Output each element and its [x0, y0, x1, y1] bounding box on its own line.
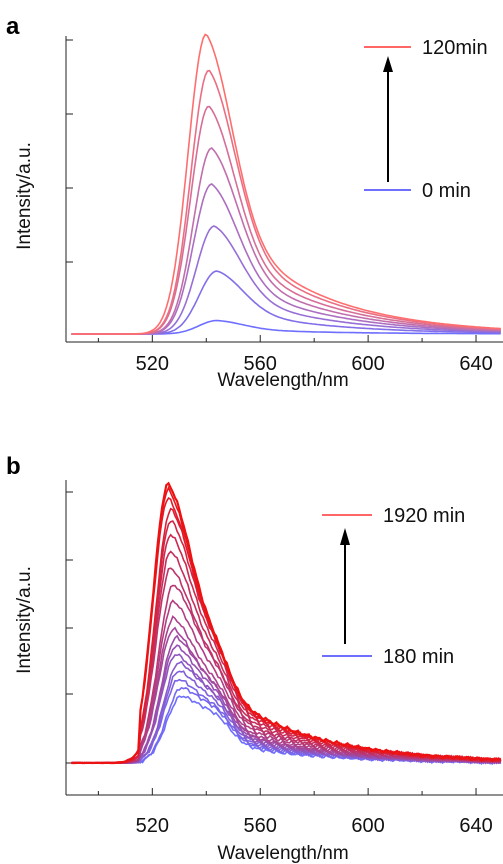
panel-b: b Intensity/a.u. Wavelength/nm 520 560 600… [6, 453, 503, 864]
legend-label-0min: 0 min [422, 180, 471, 202]
spectrum-line-18 [71, 497, 502, 764]
panel-b-curves [71, 481, 502, 766]
x-tick-label: 640 [459, 815, 492, 837]
x-tick-label: 600 [351, 815, 384, 837]
panel-a-curves [71, 33, 501, 335]
spectrum-line-6 [71, 105, 501, 335]
panel-a: a Intensity/a.u. Wavelength/nm 520 560 600… [6, 13, 503, 391]
spectrum-line-19 [71, 485, 501, 764]
increase-arrow-head [340, 528, 350, 545]
panel-a-ticks: 520 560 600 640 [66, 39, 493, 375]
legend-label-120min: 120min [422, 37, 488, 59]
spectrum-line-4 [71, 183, 501, 335]
spectrum-line-17 [71, 507, 502, 764]
increase-arrow-head [383, 56, 393, 72]
x-tick-label: 640 [459, 353, 492, 375]
panel-a-ylabel: Intensity/a.u. [14, 142, 35, 250]
panel-b-letter: b [6, 453, 21, 480]
x-tick-label: 600 [351, 353, 384, 375]
spectrum-line-5 [71, 146, 501, 335]
panel-b-legend: 1920 min 180 min [322, 505, 465, 668]
spectrum-line-10 [71, 615, 502, 764]
legend-label-180min: 180 min [383, 646, 454, 668]
panel-b-ticks: 520 560 600 640 [66, 491, 493, 837]
legend-label-1920min: 1920 min [383, 505, 465, 527]
spectrum-line-8 [71, 33, 501, 335]
x-tick-label: 560 [244, 815, 277, 837]
x-tick-label: 520 [136, 353, 169, 375]
panel-b-ylabel: Intensity/a.u. [14, 566, 35, 674]
panel-a-legend: 120min 0 min [364, 37, 488, 202]
panel-b-xlabel: Wavelength/nm [217, 843, 348, 864]
x-tick-label: 560 [244, 353, 277, 375]
x-tick-label: 520 [136, 815, 169, 837]
panel-a-xlabel: Wavelength/nm [217, 370, 348, 391]
spectrum-line-12 [71, 584, 502, 764]
spectrum-line-20 [71, 481, 502, 765]
panel-a-letter: a [6, 13, 20, 40]
